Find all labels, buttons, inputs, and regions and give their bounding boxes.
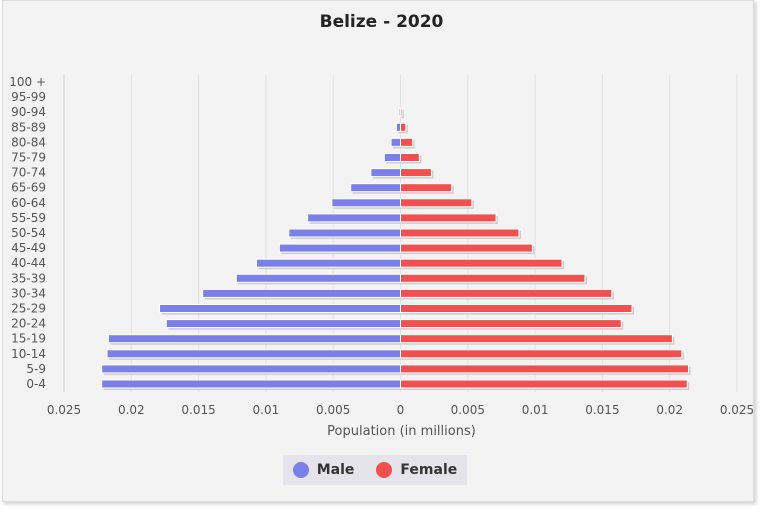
y-tick-label: 75-79 [11, 151, 46, 165]
bar-female [400, 258, 563, 268]
bar-female [400, 288, 613, 298]
bar-shadow [402, 110, 404, 119]
y-tick-label: 60-64 [11, 196, 46, 210]
x-tick-label: 0 [397, 403, 405, 417]
y-tick-label: 35-39 [11, 271, 46, 285]
bar-female [400, 137, 414, 147]
bar-male [101, 364, 402, 374]
y-tick-label: 70-74 [11, 166, 46, 180]
bar-male [202, 288, 401, 298]
legend-label-female: Female [400, 462, 458, 478]
x-axis-label: Population (in millions) [327, 424, 476, 439]
bar-male [350, 183, 401, 193]
bar-female [400, 228, 520, 238]
bar-male [165, 319, 401, 329]
bar-female [400, 213, 497, 223]
bar-male [106, 349, 402, 359]
bar-female [400, 334, 673, 344]
bar-male [395, 122, 402, 132]
y-tick-label: 40-44 [11, 256, 46, 270]
bar-female [400, 273, 586, 283]
legend-label-male: Male [316, 462, 355, 478]
y-tick-label: 5-9 [26, 362, 46, 376]
x-tick-label: 0.025 [720, 403, 754, 417]
y-tick-label: 20-24 [11, 317, 46, 331]
y-tick-label: 25-29 [11, 302, 46, 316]
x-tick-label: 0.01 [253, 403, 280, 417]
bar-male [307, 213, 402, 223]
y-tick-label: 15-19 [11, 332, 46, 346]
male-swatch-icon [292, 462, 309, 478]
x-tick-label: 0.02 [118, 403, 145, 417]
bar-female [400, 153, 420, 162]
bar-female [400, 364, 690, 374]
y-tick-label: 100 + [9, 75, 46, 89]
female-swatch-icon [376, 462, 393, 478]
bar-male [370, 168, 401, 178]
bar-female [400, 379, 688, 389]
legend-item-female[interactable]: Female [376, 462, 457, 478]
y-tick-label: 45-49 [11, 241, 46, 255]
y-tick-label: 65-69 [11, 181, 46, 195]
bar-male [288, 228, 402, 238]
bar-male [278, 243, 401, 253]
bar-male [235, 273, 401, 283]
y-tick-label: 10-14 [11, 347, 46, 361]
chart-title: Belize - 2020 [319, 12, 444, 32]
y-tick-label: 0-4 [26, 377, 46, 391]
bar-female [400, 243, 533, 253]
y-tick-label: 80-84 [11, 135, 46, 149]
bar-female [400, 168, 432, 178]
x-tick-label: 0.015 [181, 403, 215, 417]
bar-male [107, 334, 401, 344]
x-tick-label: 0.01 [522, 403, 549, 417]
x-tick-label: 0.025 [47, 403, 81, 417]
x-tick-label: 0.02 [656, 403, 683, 417]
bar-female [400, 198, 473, 208]
bar-female [400, 349, 683, 359]
y-tick-label: 30-34 [11, 286, 46, 300]
x-tick-label: 0.005 [451, 403, 485, 417]
bar-female [400, 319, 622, 329]
bar-male [159, 304, 401, 313]
bar-male [101, 379, 402, 389]
y-tick-label: 95-99 [11, 90, 46, 104]
bar-male [331, 198, 402, 208]
bar-female [400, 122, 407, 132]
bar-male [255, 258, 401, 268]
x-tick-label: 0.015 [585, 403, 619, 417]
y-tick-label: 55-59 [11, 211, 46, 225]
bar-female [400, 183, 453, 193]
bar-female [400, 107, 403, 117]
legend-item-male[interactable]: Male [292, 462, 355, 478]
bar-female [400, 304, 633, 313]
x-tick-label: 0.005 [316, 403, 350, 417]
bar-male [390, 137, 402, 147]
y-tick-label: 90-94 [11, 105, 46, 119]
y-tick-label: 85-89 [11, 120, 46, 134]
y-tick-label: 50-54 [11, 226, 46, 240]
bar-male [383, 153, 401, 162]
legend: Male Female [283, 455, 467, 485]
